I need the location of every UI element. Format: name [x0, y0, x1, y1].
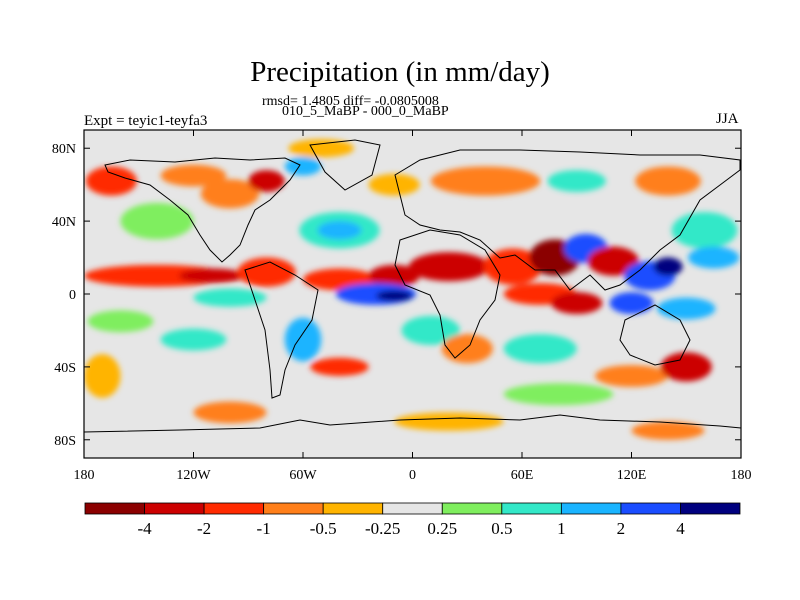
precip-anomaly-10 — [120, 202, 194, 240]
precip-anomaly-35 — [84, 354, 121, 398]
coastline-eurasia — [394, 149, 741, 291]
colorbar-level-label: 4 — [676, 519, 685, 538]
experiment-label: Expt = teyic1-teyfa3 — [84, 113, 208, 129]
coastline-north-america — [104, 157, 301, 263]
precip-anomaly-36 — [160, 328, 227, 351]
precip-anomaly-21 — [483, 248, 543, 285]
precip-anomaly-41 — [503, 334, 577, 364]
x-tick-label: 180 — [731, 468, 752, 483]
colorbar-swatch — [203, 502, 265, 515]
precip-anomaly-44 — [660, 352, 712, 382]
precip-anomaly-9 — [635, 166, 701, 196]
precip-anomaly-38 — [310, 357, 369, 376]
precip-anomaly-16 — [178, 268, 245, 284]
colorbar-level-label: 0.5 — [491, 519, 512, 538]
colorbar-swatch — [441, 502, 503, 515]
axis-ticks: 180 120W 60W 0 60E 120E 180 80N 40N 0 40S 80S — [52, 130, 752, 483]
x-tick-label: 180 — [74, 468, 95, 483]
precip-anomaly-34 — [87, 310, 154, 333]
colorbar-level-label: -2 — [197, 519, 211, 538]
colorbar-level-label: -4 — [137, 519, 152, 538]
precip-anomaly-46 — [394, 412, 504, 431]
precip-anomaly-8 — [547, 170, 606, 192]
coastline-antarctica — [84, 414, 741, 433]
precip-anomaly-37 — [284, 317, 322, 362]
y-tick-label: 40N — [52, 215, 76, 230]
precip-anomaly-1 — [160, 164, 227, 187]
precip-anomaly-31 — [551, 292, 603, 315]
x-tick-label: 120W — [176, 468, 211, 483]
precip-anomaly-42 — [503, 383, 614, 406]
colorbar-swatch — [501, 502, 562, 515]
colorbar-swatch — [680, 502, 741, 515]
colorbar-swatch — [263, 502, 324, 515]
chart-title: Precipitation (in mm/day) — [250, 56, 550, 88]
precip-anomaly-47 — [631, 421, 705, 440]
precip-anomaly-0 — [85, 166, 137, 196]
precip-anomaly-14 — [688, 246, 740, 269]
x-tick-label: 120E — [617, 468, 647, 483]
chart-subtitle-stats: rmsd= 1.4805 diff= -0.0805008 — [262, 94, 439, 109]
coastline-australia — [619, 304, 691, 366]
precip-anomaly-26 — [653, 257, 683, 276]
precip-anomaly-40 — [441, 334, 493, 364]
coastline-south-america — [244, 261, 319, 399]
x-tick-label: 0 — [409, 468, 416, 483]
precip-anomaly-7 — [430, 166, 541, 196]
colorbar-swatch — [144, 502, 205, 515]
precip-anomaly-5 — [288, 139, 355, 158]
colorbar-swatch — [560, 502, 622, 515]
precip-anomaly-43 — [595, 365, 668, 387]
x-tick-label: 60E — [511, 468, 534, 483]
colorbar-swatch — [322, 502, 384, 515]
precip-anomaly-3 — [248, 170, 285, 192]
precip-anomaly-45 — [193, 401, 267, 424]
colorbar-swatch — [84, 502, 145, 515]
precip-field — [84, 139, 740, 440]
y-tick-label: 80S — [54, 434, 76, 449]
chart-subtitle-experiment: 010_5_MaBP - 000_0_MaBP — [282, 104, 449, 119]
y-tick-label: 80N — [52, 142, 76, 157]
precip-anomaly-29 — [193, 288, 267, 307]
coastline-greenland — [309, 139, 381, 191]
colorbar-level-label: -0.25 — [365, 519, 400, 538]
y-tick-label: 0 — [69, 288, 76, 303]
precip-anomaly-24 — [587, 246, 639, 276]
colorbar-level-label: 2 — [617, 519, 626, 538]
colorbar-level-label: 1 — [557, 519, 566, 538]
coastline-layer — [84, 139, 741, 433]
precip-anomaly-32 — [609, 292, 654, 315]
precip-anomaly-17 — [237, 257, 296, 287]
precip-anomaly-12 — [317, 221, 362, 240]
precip-anomaly-33 — [657, 297, 716, 320]
colorbar-level-label: -0.5 — [310, 519, 337, 538]
season-label: JJA — [716, 111, 739, 127]
precip-anomaly-39 — [401, 315, 460, 346]
colorbar-swatch — [620, 502, 681, 515]
colorbar-level-label: -1 — [257, 519, 271, 538]
precip-anomaly-28 — [376, 290, 413, 302]
colorbar-level-label: 0.25 — [427, 519, 457, 538]
coastline-africa — [394, 229, 501, 359]
precip-anomaly-20 — [408, 252, 490, 282]
x-tick-label: 60W — [289, 468, 317, 483]
precip-anomaly-2 — [200, 179, 260, 209]
y-tick-label: 40S — [54, 361, 76, 376]
precip-anomaly-6 — [368, 173, 420, 196]
colorbar-swatch — [382, 502, 443, 515]
precip-anomaly-19 — [368, 264, 420, 287]
